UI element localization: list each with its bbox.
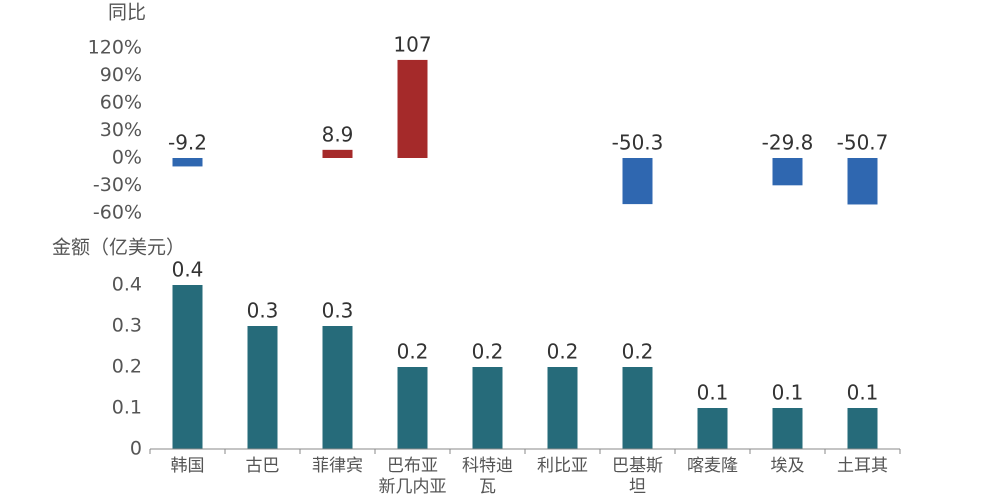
y-tick-label: -60% [93,202,142,224]
x-tick-label: 古巴 [246,456,280,476]
y-tick-label: 0 [130,438,142,460]
value-label: 0.2 [547,340,579,364]
x-tick-label: 利比亚 [537,456,588,476]
y-tick-label: 120% [88,37,142,59]
value-label: 0.2 [397,340,429,364]
bar [322,326,353,449]
bar [322,149,353,158]
chart-title: 金额（亿美元） [52,237,185,259]
bar [772,158,803,186]
value-label: 0.1 [697,381,729,405]
value-label: 0.4 [172,258,204,282]
bar [697,408,728,449]
bar [172,158,203,167]
value-label: 0.1 [772,381,804,405]
value-label: 0.3 [247,299,279,323]
x-tick-label: 埃及 [771,456,805,476]
bar [847,408,878,449]
value-label: 0.2 [472,340,504,364]
x-tick-label: 喀麦隆 [687,456,738,476]
bar [472,367,503,449]
y-tick-label: 30% [100,119,142,141]
bar [622,158,653,205]
x-tick-label: 巴基斯坦 [612,456,663,497]
bar [547,367,578,449]
value-label: 107 [393,32,431,56]
bar [172,285,203,449]
x-tick-label: 菲律宾 [312,456,363,476]
bar [772,408,803,449]
x-tick-label: 巴布亚新几内亚 [379,456,447,497]
y-tick-label: 0.1 [112,397,142,419]
x-tick-label: 土耳其 [837,456,888,476]
value-label: 8.9 [322,122,354,146]
bar [847,158,878,205]
y-tick-label: 0.3 [112,315,142,337]
value-label: -9.2 [168,131,207,155]
bar [622,367,653,449]
bar [397,59,428,158]
y-tick-label: 60% [100,92,142,114]
value-label: -29.8 [762,131,814,155]
x-tick-label: 科特迪瓦 [462,456,513,497]
y-tick-label: 0% [112,147,142,169]
value-label: 0.1 [847,381,879,405]
bar [247,326,278,449]
y-tick-label: 90% [100,64,142,86]
value-label: -50.7 [837,131,889,155]
value-label: 0.3 [322,299,354,323]
bar [397,367,428,449]
chart-title: 同比 [108,2,146,24]
value-label: -50.3 [612,131,664,155]
value-label: 0.2 [622,340,654,364]
y-tick-label: 0.4 [112,274,142,296]
x-tick-label: 韩国 [171,456,205,476]
y-tick-label: 0.2 [112,356,142,378]
y-tick-label: -30% [93,174,142,196]
